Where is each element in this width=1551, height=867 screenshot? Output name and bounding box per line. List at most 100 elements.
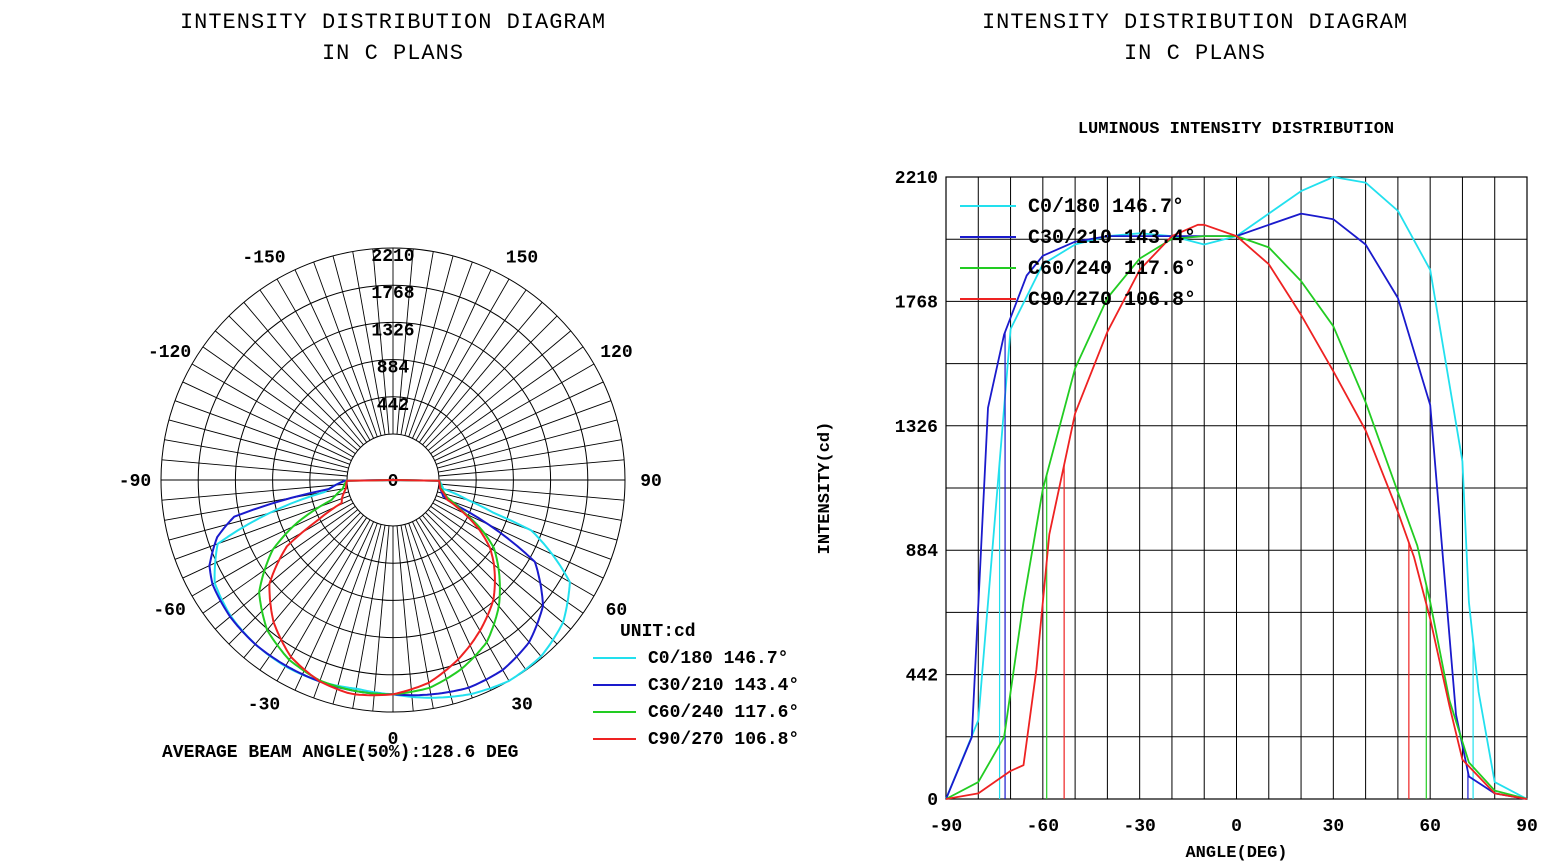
y-tick-label: 1326 bbox=[895, 418, 938, 438]
polar-angle-label: -60 bbox=[153, 601, 185, 621]
legend-label: C60/240 117.6° bbox=[1028, 258, 1196, 281]
legend-label: C0/180 146.7° bbox=[1028, 196, 1184, 219]
polar-grid-spoke bbox=[182, 499, 352, 579]
polar-grid-spoke bbox=[182, 381, 352, 461]
polar-angle-label: 60 bbox=[606, 601, 628, 621]
polar-grid-spoke bbox=[202, 346, 356, 454]
polar-grid-spoke bbox=[372, 525, 390, 712]
polar-angle-label: -90 bbox=[119, 472, 151, 492]
polar-grid-spoke bbox=[396, 248, 414, 435]
polar-angle-label: 0 bbox=[388, 730, 399, 750]
polar-grid-spoke bbox=[332, 524, 382, 705]
polar-grid-spoke bbox=[352, 251, 386, 435]
polar-angle-label: 120 bbox=[600, 343, 632, 363]
polar-grid-spoke bbox=[400, 525, 434, 709]
polar-angle-label: 30 bbox=[511, 695, 533, 715]
polar-grid-spoke bbox=[174, 400, 350, 465]
polar-grid-spoke bbox=[332, 255, 382, 436]
polar-grid-spoke bbox=[313, 523, 378, 699]
x-tick-label: -60 bbox=[1027, 817, 1059, 837]
x-tick-label: 60 bbox=[1419, 817, 1441, 837]
polar-grid-spoke bbox=[396, 525, 414, 712]
polar-grid-spoke bbox=[161, 483, 348, 501]
polar-grid-spoke bbox=[243, 301, 364, 446]
left-title-line1: INTENSITY DISTRIBUTION DIAGRAM bbox=[180, 10, 606, 35]
polar-grid-spoke bbox=[259, 289, 367, 443]
polar-radial-tick-label: 442 bbox=[377, 396, 409, 416]
polar-grid-spoke bbox=[419, 289, 527, 443]
x-tick-label: 30 bbox=[1323, 817, 1345, 837]
plot-frame bbox=[945, 176, 1528, 800]
polar-grid-spoke bbox=[276, 519, 371, 682]
polar-grid-spoke bbox=[432, 363, 595, 458]
polar-grid-spoke bbox=[436, 400, 612, 465]
polar-grid-spoke bbox=[438, 439, 622, 473]
polar-grid-spoke bbox=[372, 248, 390, 435]
polar-radial-tick-label: 1326 bbox=[371, 321, 414, 341]
y-tick-label: 0 bbox=[927, 791, 938, 811]
polar-legend-label: C90/270 106.8° bbox=[648, 730, 799, 750]
y-tick-label: 442 bbox=[906, 667, 938, 687]
unit-label: UNIT:cd bbox=[620, 622, 696, 642]
average-beam-angle: AVERAGE BEAM ANGLE(50%):128.6 DEG bbox=[162, 743, 518, 763]
polar-angle-label: -150 bbox=[242, 249, 285, 269]
polar-grid-spoke bbox=[168, 419, 349, 469]
x-tick-label: 0 bbox=[1231, 817, 1242, 837]
polar-legend-label: C30/210 143.4° bbox=[648, 676, 799, 696]
polar-radial-tick-label: 884 bbox=[377, 359, 410, 379]
polar-grid-spoke bbox=[412, 521, 492, 691]
cartesian-chart: 0 442 884 1326 1768 2210 -90 -60 -30 0 30 60 90 ANGLE… bbox=[816, 169, 1538, 863]
polar-grid-spoke bbox=[438, 459, 625, 477]
polar-grid-spoke bbox=[432, 502, 595, 597]
polar-grid-spoke bbox=[425, 315, 558, 448]
polar-radial-tick-label: 1768 bbox=[371, 284, 414, 304]
polar-grid-spoke bbox=[412, 269, 492, 439]
polar-grid-spoke bbox=[434, 381, 604, 461]
polar-legend-label: C60/240 117.6° bbox=[648, 703, 799, 723]
polar-radial-tick-label: 2210 bbox=[371, 247, 414, 267]
series-line-c0-180 bbox=[945, 176, 1528, 800]
polar-grid-spoke bbox=[259, 517, 367, 671]
polar-grid-spoke bbox=[161, 459, 348, 477]
polar-grid-spoke bbox=[415, 278, 510, 441]
polar-grid-spoke bbox=[243, 514, 364, 659]
series-line-c60-240 bbox=[945, 235, 1528, 800]
polar-grid-spoke bbox=[400, 251, 434, 435]
polar-radial-tick-label: 0 bbox=[388, 472, 399, 492]
polar-grid-spoke bbox=[404, 524, 454, 705]
polar-curve-c90-270 bbox=[268, 479, 496, 697]
right-title-line2: IN C PLANS bbox=[1124, 41, 1266, 66]
polar-grid-spoke bbox=[438, 483, 625, 501]
polar-grid-spoke bbox=[437, 419, 618, 469]
polar-grid-spoke bbox=[430, 346, 584, 454]
y-axis-label: INTENSITY(cd) bbox=[816, 422, 835, 555]
y-tick-label: 884 bbox=[906, 542, 939, 562]
polar-grid-spoke bbox=[422, 514, 543, 659]
polar-grid-spoke bbox=[430, 506, 584, 614]
polar-grid-spoke bbox=[214, 509, 359, 630]
polar-grid-spoke bbox=[422, 301, 543, 446]
right-subtitle: LUMINOUS INTENSITY DISTRIBUTION bbox=[1078, 120, 1394, 139]
polar-grid-spoke bbox=[427, 330, 572, 451]
polar-grid-spoke bbox=[228, 512, 361, 645]
polar-grid-spoke bbox=[438, 487, 622, 521]
polar-grid-spoke bbox=[168, 491, 349, 541]
polar-angle-label: 150 bbox=[506, 249, 538, 269]
polar-chart: 2210 1768 1326 884 442 0 0 30 60 90 120 150 -150 -120… bbox=[119, 247, 799, 750]
polar-grid-spoke bbox=[425, 512, 558, 645]
polar-grid-spoke bbox=[294, 521, 374, 691]
polar-grid-spoke bbox=[191, 363, 354, 458]
polar-grid-spoke bbox=[404, 255, 454, 436]
series-line-c90-270 bbox=[945, 223, 1528, 800]
x-tick-label: -90 bbox=[930, 817, 962, 837]
x-tick-label: 90 bbox=[1516, 817, 1538, 837]
y-tick-label: 1768 bbox=[895, 293, 938, 313]
polar-grid-spoke bbox=[313, 261, 378, 437]
legend-label: C90/270 106.8° bbox=[1028, 289, 1196, 312]
polar-grid-spoke bbox=[408, 261, 473, 437]
polar-grid-spoke bbox=[294, 269, 374, 439]
polar-grid-spoke bbox=[352, 525, 386, 709]
legend-label: C30/210 143.4° bbox=[1028, 227, 1196, 250]
polar-angle-label: -120 bbox=[148, 343, 191, 363]
